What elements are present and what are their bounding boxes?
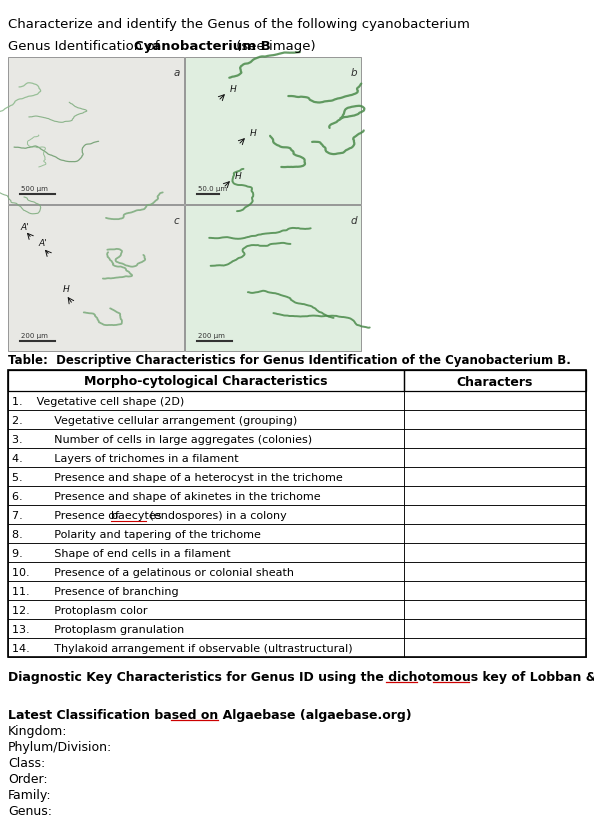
Text: 10.       Presence of a gelatinous or colonial sheath: 10. Presence of a gelatinous or colonial…: [12, 568, 294, 578]
Text: 5.         Presence and shape of a heterocyst in the trichome: 5. Presence and shape of a heterocyst in…: [12, 473, 343, 483]
Bar: [404, 467, 586, 486]
Text: H: H: [63, 284, 69, 294]
Text: Genus Identification of: Genus Identification of: [8, 40, 163, 53]
Bar: [404, 638, 586, 657]
Bar: [8, 581, 404, 600]
Bar: [8, 391, 404, 410]
Text: Phylum/Division:: Phylum/Division:: [8, 741, 112, 754]
Bar: [8, 429, 404, 448]
Text: 500 µm: 500 µm: [21, 185, 48, 192]
Bar: [185, 204, 361, 351]
Text: Latest Classification based on Algaebase (algaebase.org): Latest Classification based on Algaebase…: [8, 709, 412, 722]
Bar: [404, 429, 586, 448]
Bar: [8, 370, 404, 391]
Bar: [8, 410, 404, 429]
Bar: [8, 524, 404, 543]
Text: 1.    Vegetative cell shape (2D): 1. Vegetative cell shape (2D): [12, 397, 184, 407]
Text: 13.       Protoplasm granulation: 13. Protoplasm granulation: [12, 625, 184, 635]
Bar: [404, 410, 586, 429]
Bar: [8, 448, 404, 467]
Text: (endospores) in a colony: (endospores) in a colony: [146, 511, 287, 521]
Text: Table:  Descriptive Characteristics for Genus Identification of the Cyanobacteri: Table: Descriptive Characteristics for G…: [8, 354, 571, 367]
Bar: [404, 600, 586, 619]
Text: d: d: [351, 216, 358, 226]
Text: baecytes: baecytes: [111, 511, 162, 521]
Text: 12.       Protoplasm color: 12. Protoplasm color: [12, 606, 147, 616]
Bar: [404, 562, 586, 581]
Bar: [404, 505, 586, 524]
Text: Kingdom:: Kingdom:: [8, 725, 68, 738]
Text: Cyanobacterium B: Cyanobacterium B: [134, 40, 271, 53]
Text: 50.0 µm: 50.0 µm: [198, 185, 227, 192]
Text: c: c: [174, 216, 180, 226]
Text: Characterize and identify the Genus of the following cyanobacterium: Characterize and identify the Genus of t…: [8, 18, 470, 31]
Bar: [8, 505, 404, 524]
Bar: [8, 204, 184, 351]
Bar: [404, 486, 586, 505]
Bar: [404, 619, 586, 638]
Bar: [8, 543, 404, 562]
Text: 7.         Presence of: 7. Presence of: [12, 511, 122, 521]
Bar: [8, 467, 404, 486]
Text: Genus:: Genus:: [8, 805, 52, 818]
Text: H: H: [230, 85, 237, 94]
Text: 2.         Vegetative cellular arrangement (grouping): 2. Vegetative cellular arrangement (grou…: [12, 416, 297, 426]
Text: a: a: [174, 68, 181, 78]
Bar: [8, 600, 404, 619]
Bar: [404, 448, 586, 467]
Text: (see image): (see image): [232, 40, 315, 53]
Bar: [8, 370, 586, 657]
Text: 3.         Number of cells in large aggregates (colonies): 3. Number of cells in large aggregates (…: [12, 435, 312, 445]
Text: H: H: [250, 129, 257, 138]
Text: 9.         Shape of end cells in a filament: 9. Shape of end cells in a filament: [12, 549, 230, 559]
Text: H: H: [235, 172, 242, 181]
Text: b: b: [351, 68, 358, 78]
Text: 11.       Presence of branching: 11. Presence of branching: [12, 587, 179, 597]
Text: A': A': [20, 222, 29, 232]
Text: 200 µm: 200 µm: [198, 333, 225, 339]
Bar: [404, 581, 586, 600]
Bar: [8, 638, 404, 657]
Text: A': A': [38, 240, 46, 248]
Text: 8.         Polarity and tapering of the trichome: 8. Polarity and tapering of the trichome: [12, 530, 261, 540]
Bar: [8, 619, 404, 638]
Bar: [404, 391, 586, 410]
Text: Family:: Family:: [8, 789, 52, 802]
Text: 4.         Layers of trichomes in a filament: 4. Layers of trichomes in a filament: [12, 454, 239, 464]
Bar: [185, 57, 361, 203]
Text: Order:: Order:: [8, 773, 48, 786]
Bar: [8, 486, 404, 505]
Text: Characters: Characters: [457, 375, 533, 389]
Text: Diagnostic Key Characteristics for Genus ID using the dichotomous key of Lobban : Diagnostic Key Characteristics for Genus…: [8, 671, 594, 684]
Text: Class:: Class:: [8, 757, 45, 770]
Bar: [8, 562, 404, 581]
Bar: [404, 524, 586, 543]
Bar: [404, 543, 586, 562]
Text: Morpho-cytological Characteristics: Morpho-cytological Characteristics: [84, 375, 328, 389]
Bar: [404, 370, 586, 391]
Text: 6.         Presence and shape of akinetes in the trichome: 6. Presence and shape of akinetes in the…: [12, 492, 321, 502]
Text: 14.       Thylakoid arrangement if observable (ultrastructural): 14. Thylakoid arrangement if observable …: [12, 644, 353, 654]
Bar: [8, 57, 184, 203]
Text: 200 µm: 200 µm: [21, 333, 48, 339]
